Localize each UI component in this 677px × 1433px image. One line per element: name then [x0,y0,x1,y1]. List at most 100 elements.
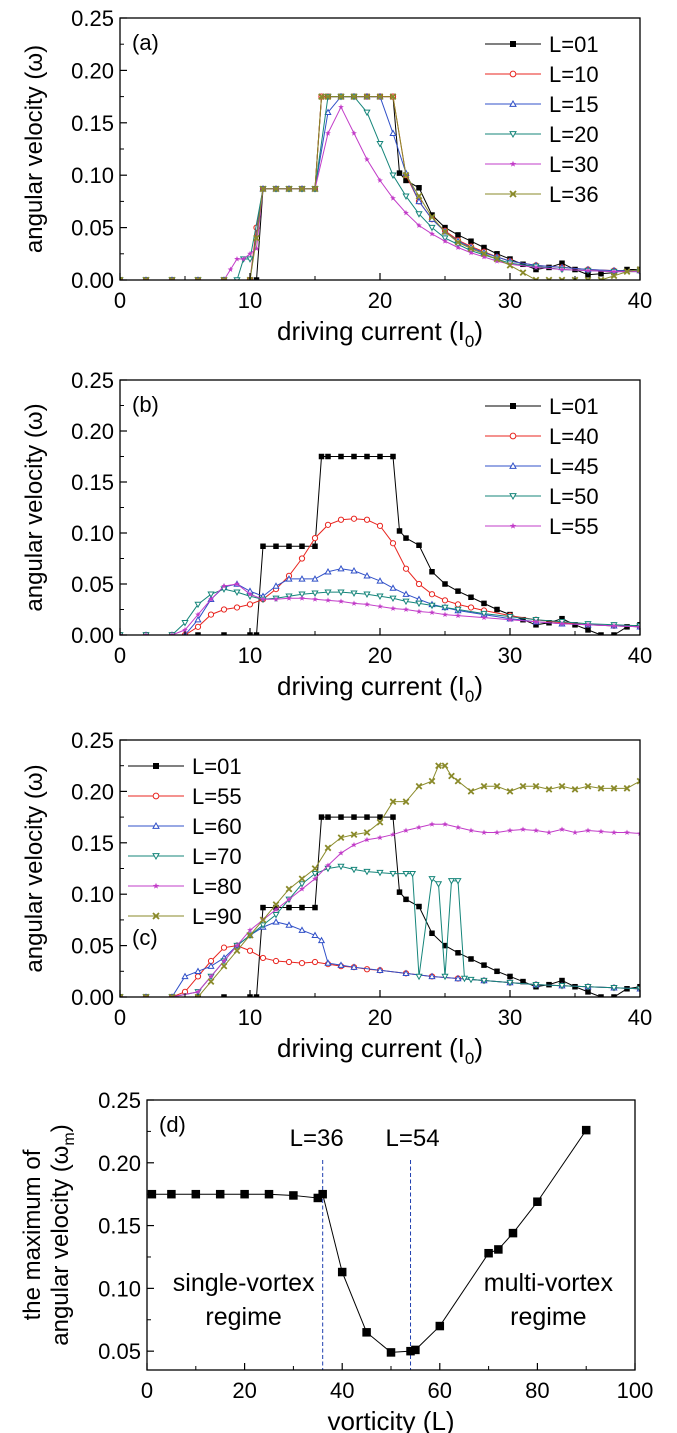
point-b-4-2 [169,631,175,635]
point-c-4-11 [299,886,305,892]
point-b-1-14 [324,521,332,528]
point-c-5-0 [120,993,124,997]
legend-label-c-3: L=70 [192,844,242,869]
legend-label-c-0: L=01 [192,754,242,779]
ytick-label-d-1: 0.10 [98,1276,141,1301]
point-c-5-6 [233,947,241,955]
point-c-5-21 [428,777,436,785]
point-a-5-36 [623,268,631,276]
point-a-5-24 [467,245,475,252]
point-a-5-33 [584,276,592,280]
point-c-5-28 [493,782,501,790]
ytick-label-c-2: 0.10 [71,882,114,907]
ytick-label-c-4: 0.20 [71,779,114,804]
legend-marker-c-3 [152,853,160,861]
point-a-4-32 [585,267,591,274]
ytick-label-a-1: 0.05 [71,216,114,241]
ytick-label-d-0: 0.05 [98,1339,141,1364]
point-c-2-14 [317,936,326,944]
point-d-0-6 [289,1191,298,1200]
point-a-5-13 [324,93,332,100]
point-c-4-25 [481,829,487,835]
xtick-label-c-1: 10 [238,1005,262,1030]
point-c-2-17 [350,963,358,970]
ytick-label-d-4: 0.25 [98,1088,141,1113]
point-c-4-14 [338,850,344,856]
point-a-5-35 [610,272,618,280]
series-line-b-4 [120,583,640,635]
point-c-0-20 [403,896,409,903]
point-c-5-11 [298,875,306,883]
legend-marker-a-3 [509,131,517,139]
point-c-3-8 [259,922,267,929]
point-c-0-18 [390,814,396,820]
point-c-4-3 [195,988,201,995]
xlabel-main-a: driving current (I [277,316,465,346]
point-a-4-28 [494,258,500,264]
point-a-4-21 [403,209,409,216]
ytick-label-a-5: 0.25 [71,6,114,31]
point-c-4-9 [273,906,279,913]
point-c-4-4 [208,973,214,979]
point-a-5-19 [402,171,410,179]
point-c-0-15 [351,814,357,820]
legend-marker-a-4 [509,160,517,167]
point-c-1-6 [220,944,228,951]
point-b-0-14 [338,453,344,460]
point-c-2-13 [311,931,319,939]
point-c-3-29 [480,977,488,985]
axes-frame-a [119,17,641,281]
series-group-d [147,1125,591,1357]
xtick-label-b-0: 0 [114,643,126,668]
xlabel-end-a: ) [474,316,483,346]
point-c-3-21 [415,973,423,981]
point-c-3-23 [434,881,443,888]
point-a-5-14 [337,93,345,100]
ylabel-main-d: angular velocity (ω [47,1146,74,1346]
point-a-4-30 [533,264,539,270]
point-c-4-35 [611,829,617,835]
point-c-5-15 [350,831,358,838]
point-b-4-25 [481,614,487,621]
point-c-3-15 [350,866,358,874]
point-c-0-23 [442,942,448,949]
point-a-4-19 [377,177,383,183]
point-c-1-4 [194,973,202,980]
point-d-0-4 [240,1189,249,1199]
xlabel-end-c: ) [474,1033,483,1063]
point-b-4-14 [325,597,331,603]
point-a-0-33 [572,266,578,273]
point-d-0-15 [484,1248,493,1258]
point-c-0-35 [598,994,604,997]
point-a-4-25 [455,244,461,250]
point-a-5-8 [272,185,280,193]
point-a-4-9 [253,245,260,252]
point-b-3-3 [181,620,189,627]
point-a-5-21 [428,213,436,221]
legend-marker-b-4 [509,522,517,529]
point-b-0-17 [377,453,383,460]
point-c-3-25 [447,878,456,885]
point-a-4-26 [468,249,474,256]
point-c-5-32 [545,785,553,793]
point-a-5-28 [519,269,527,277]
point-b-4-24 [455,612,461,619]
point-c-5-2 [168,993,176,997]
xlabel-sub-a: 0 [465,332,474,351]
point-b-0-26 [481,600,487,607]
point-c-2-5 [207,962,215,969]
xtick-label-a-2: 20 [368,288,392,313]
point-b-0-10 [299,543,305,550]
point-b-1-17 [363,516,371,523]
point-c-5-31 [532,782,540,790]
point-c-4-22 [442,821,448,827]
point-c-4-6 [234,942,240,949]
point-c-5-10 [285,885,293,893]
point-a-5-29 [532,276,540,280]
point-a-5-0 [120,276,124,280]
ytick-label-c-5: 0.25 [71,728,114,753]
point-b-3-17 [363,591,371,598]
point-c-0-28 [507,973,513,980]
series-group-b [120,453,640,635]
point-a-0-35 [598,270,604,277]
